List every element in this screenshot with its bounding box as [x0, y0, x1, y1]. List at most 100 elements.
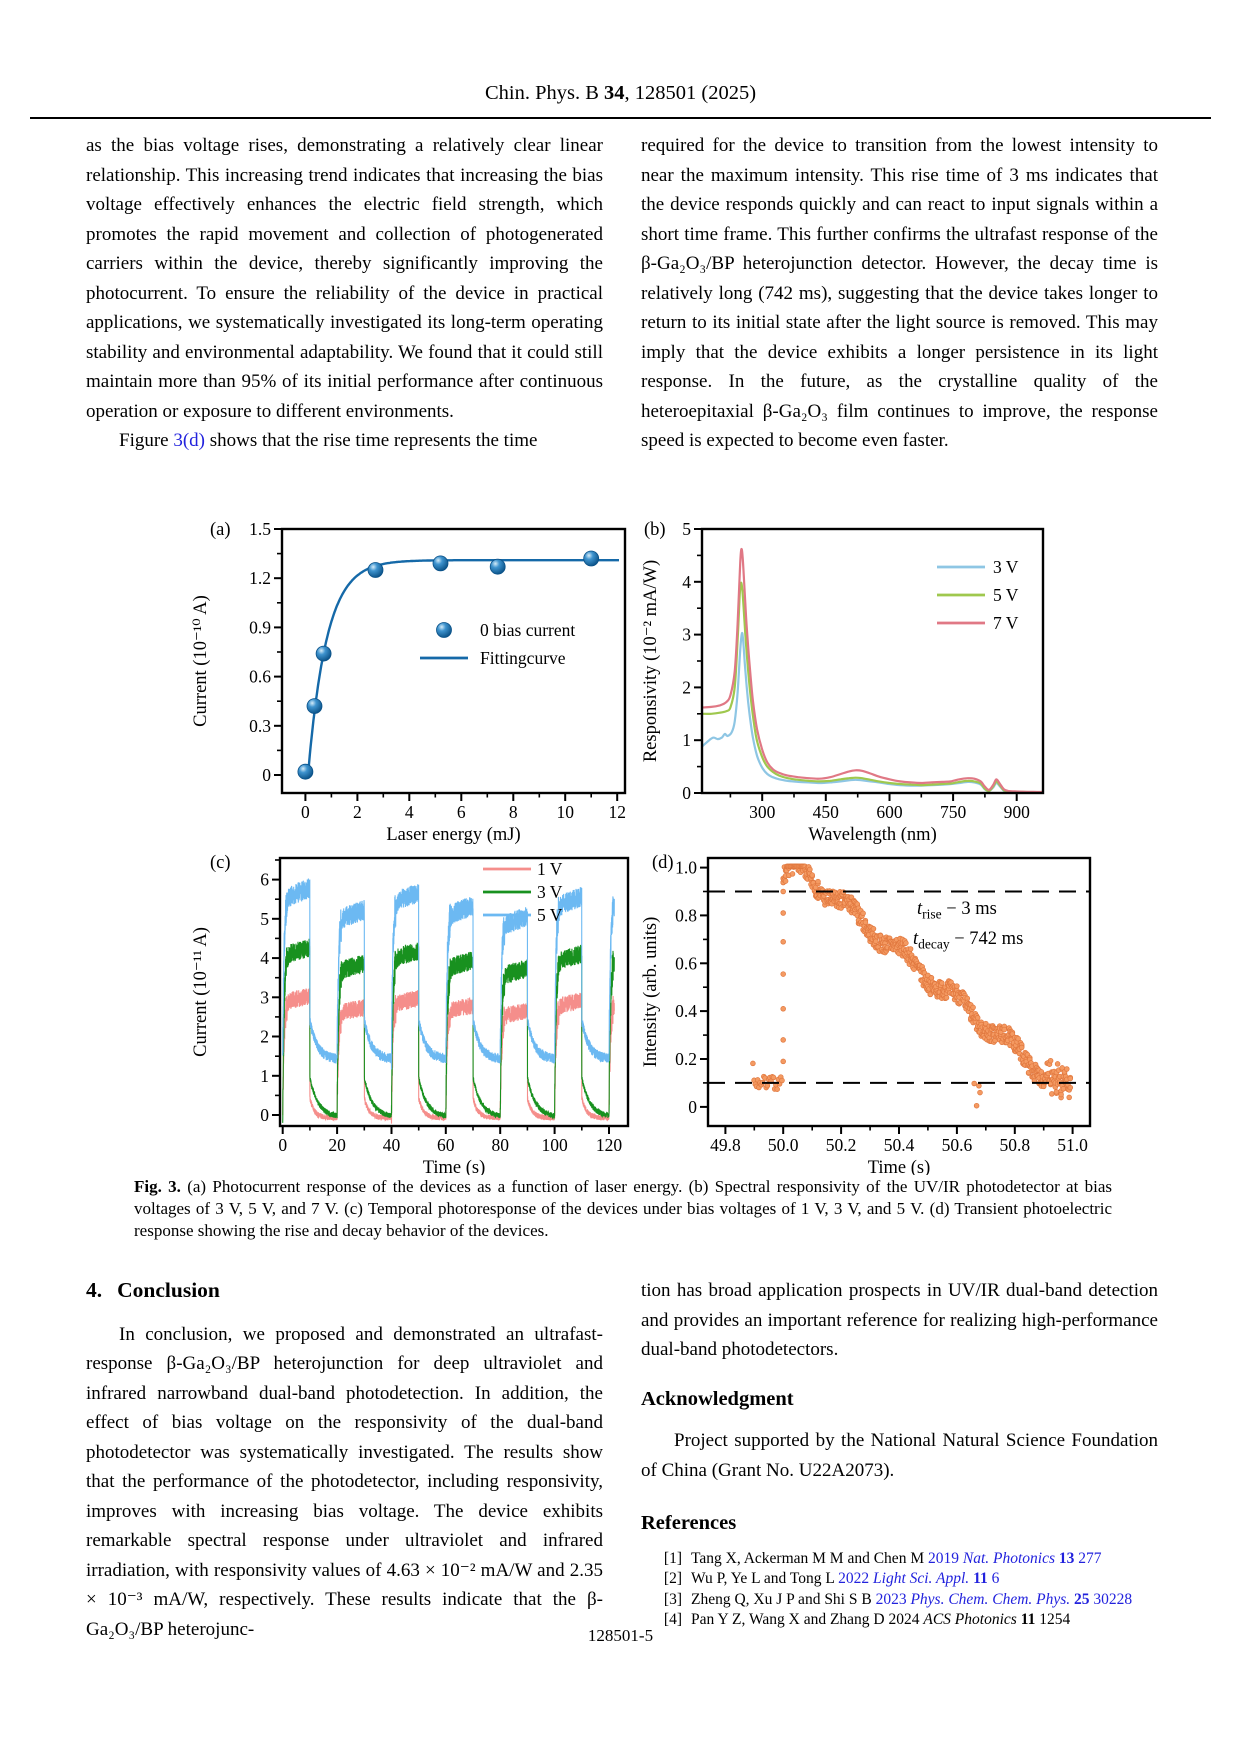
svg-text:10: 10 — [556, 802, 574, 822]
svg-text:2: 2 — [260, 1027, 269, 1047]
data-point — [297, 763, 314, 780]
svg-text:0.6: 0.6 — [675, 953, 697, 973]
body-paragraph: tion has broad application prospects in … — [641, 1280, 1158, 1360]
reference-citation-link[interactable]: 2023 Phys. Chem. Chem. Phys. 25 30228 — [875, 1590, 1133, 1608]
data-point — [432, 555, 449, 572]
svg-text:100: 100 — [541, 1135, 568, 1155]
reference-citation-link[interactable]: 2022 Light Sci. Appl. 11 6 — [838, 1570, 1000, 1587]
svg-text:450: 450 — [813, 802, 840, 822]
svg-text:0.6: 0.6 — [249, 667, 271, 687]
annotation: tdecay − 742 ms — [913, 929, 1023, 952]
legend-label: 3 V — [537, 882, 563, 902]
conclusion-paragraph: In conclusion, we proposed and demonstra… — [86, 1323, 603, 1640]
svg-text:300: 300 — [749, 802, 776, 822]
svg-text:50.8: 50.8 — [999, 1135, 1030, 1155]
svg-text:0.8: 0.8 — [675, 905, 697, 925]
section-number: 4. — [86, 1278, 103, 1302]
body-paragraph: Figure 3(d) shows that the rise time rep… — [86, 426, 603, 456]
reference-text: Pan Y Z, Wang X and Zhang D 2024 ACS Pho… — [691, 1610, 1070, 1631]
y-axis-label: Responsivity (10⁻² mA/W) — [641, 560, 661, 762]
reference-list: [1] Tang X, Ackerman M M and Chen M 2019… — [641, 1549, 1158, 1631]
svg-text:0.3: 0.3 — [249, 716, 271, 736]
journal-header: Chin. Phys. B 34, 128501 (2025) — [0, 82, 1241, 105]
svg-text:0: 0 — [682, 783, 691, 803]
journal-issue: , 128501 (2025) — [624, 82, 757, 104]
svg-text:60: 60 — [437, 1135, 455, 1155]
reference-number: [4] — [663, 1611, 682, 1628]
svg-text:40: 40 — [383, 1135, 401, 1155]
svg-text:120: 120 — [596, 1135, 623, 1155]
svg-text:2: 2 — [682, 677, 691, 697]
svg-text:12: 12 — [608, 802, 626, 822]
panel-label: (d) — [652, 853, 674, 873]
svg-text:750: 750 — [940, 802, 967, 822]
reference-item: [4] Pan Y Z, Wang X and Zhang D 2024 ACS… — [655, 1610, 1158, 1631]
legend-label: 0 bias current — [480, 620, 575, 640]
reference-item: [3] Zheng Q, Xu J P and Shi S B 2023 Phy… — [655, 1590, 1158, 1611]
svg-text:0.4: 0.4 — [675, 1001, 697, 1021]
svg-text:50.2: 50.2 — [826, 1135, 857, 1155]
svg-text:50.4: 50.4 — [884, 1135, 915, 1155]
references-heading: References — [641, 1512, 737, 1534]
figure-caption-text: (a) Photocurrent response of the devices… — [134, 1177, 1113, 1240]
acknowledgment-paragraph: Project supported by the National Natura… — [641, 1430, 1158, 1481]
y-axis-label: Intensity (arb. units) — [641, 917, 661, 1068]
x-axis-label: Laser energy (mJ) — [386, 825, 520, 845]
svg-text:1: 1 — [260, 1066, 269, 1086]
svg-text:80: 80 — [491, 1135, 509, 1155]
conclusion-heading: 4. Conclusion — [86, 1276, 603, 1306]
chart-transient-response: 49.8 50.0 50.2 50.4 50.6 50.8 51.0 0 0.2 0.4 0.6 0.… — [641, 853, 1092, 1175]
x-axis-label: Time (s) — [868, 1158, 931, 1175]
reference-item: [1] Tang X, Ackerman M M and Chen M 2019… — [655, 1549, 1158, 1570]
y-axis-label: Current (10⁻¹¹ A) — [191, 927, 211, 1057]
svg-text:49.8: 49.8 — [710, 1135, 741, 1155]
svg-text:1.2: 1.2 — [249, 568, 271, 588]
reference-citation: 2024 ACS Photonics 11 1254 — [888, 1611, 1071, 1628]
panel-label: (a) — [210, 520, 231, 540]
reference-authors: Zheng Q, Xu J P and Shi S B — [691, 1590, 876, 1608]
svg-text:1.0: 1.0 — [675, 858, 697, 878]
svg-text:4: 4 — [260, 948, 269, 968]
text-run: Figure — [119, 430, 174, 451]
body-paragraph: as the bias voltage rises, demonstrating… — [86, 135, 603, 422]
svg-text:20: 20 — [328, 1135, 346, 1155]
chart-photocurrent-vs-laser-energy: 0 2 4 6 8 10 12 0 0.3 0.6 0.9 1.2 1.5 Laser energy (m… — [191, 519, 627, 845]
chart-spectral-responsivity: 300 450 600 750 900 0 1 2 3 4 5 Wavelength (nm) Resp… — [641, 519, 1045, 845]
reference-number: [1] — [663, 1549, 682, 1567]
plot-series — [750, 863, 1074, 1109]
svg-text:600: 600 — [876, 802, 903, 822]
plot-series — [702, 547, 1043, 793]
reference-citation-link[interactable]: 2019 Nat. Photonics 13 277 — [927, 1549, 1102, 1567]
right-column-top: required for the device to transition fr… — [641, 131, 1158, 456]
section-title: Conclusion — [117, 1278, 220, 1302]
right-column-bottom: tion has broad application prospects in … — [641, 1276, 1158, 1631]
svg-text:0.2: 0.2 — [675, 1049, 697, 1069]
panel-label: (c) — [210, 853, 231, 873]
figure-3d-link[interactable]: 3(d) — [173, 430, 206, 451]
chart-temporal-photoresponse: 0 20 40 60 80 100 120 0 1 2 3 4 5 6 Time (s) Current (1… — [191, 853, 630, 1175]
svg-text:0: 0 — [262, 765, 271, 785]
figure-caption: Fig. 3. (a) Photocurrent response of the… — [134, 1176, 1112, 1242]
reference-text: Zheng Q, Xu J P and Shi S B 2023 Phys. C… — [691, 1590, 1132, 1611]
page-number: 128501-5 — [587, 1626, 654, 1645]
annotation: trise − 3 ms — [917, 899, 997, 922]
x-axis-label: Time (s) — [423, 1158, 486, 1175]
x-axis-label: Wavelength (nm) — [808, 825, 936, 845]
svg-text:51.0: 51.0 — [1057, 1135, 1088, 1155]
svg-text:50.6: 50.6 — [942, 1135, 973, 1155]
svg-text:1.5: 1.5 — [249, 519, 271, 539]
data-point — [489, 558, 506, 575]
reference-text: Tang X, Ackerman M M and Chen M 2019 Nat… — [691, 1549, 1102, 1570]
y-axis-label: Current (10⁻¹⁰ A) — [191, 595, 211, 727]
legend-label: 5 V — [537, 905, 563, 925]
reference-authors: Wu P, Ye L and Tong L — [691, 1570, 839, 1587]
data-point — [367, 562, 384, 578]
acknowledgment-heading: Acknowledgment — [641, 1387, 794, 1410]
reference-item: [2] Wu P, Ye L and Tong L 2022 Light Sci… — [655, 1569, 1158, 1590]
reference-number: [3] — [663, 1590, 682, 1608]
legend-label: Fittingcurve — [480, 648, 566, 668]
reference-number: [2] — [663, 1570, 682, 1587]
svg-text:2: 2 — [353, 802, 362, 822]
legend-marker — [436, 622, 452, 638]
body-paragraph: required for the device to transition fr… — [641, 135, 1158, 451]
